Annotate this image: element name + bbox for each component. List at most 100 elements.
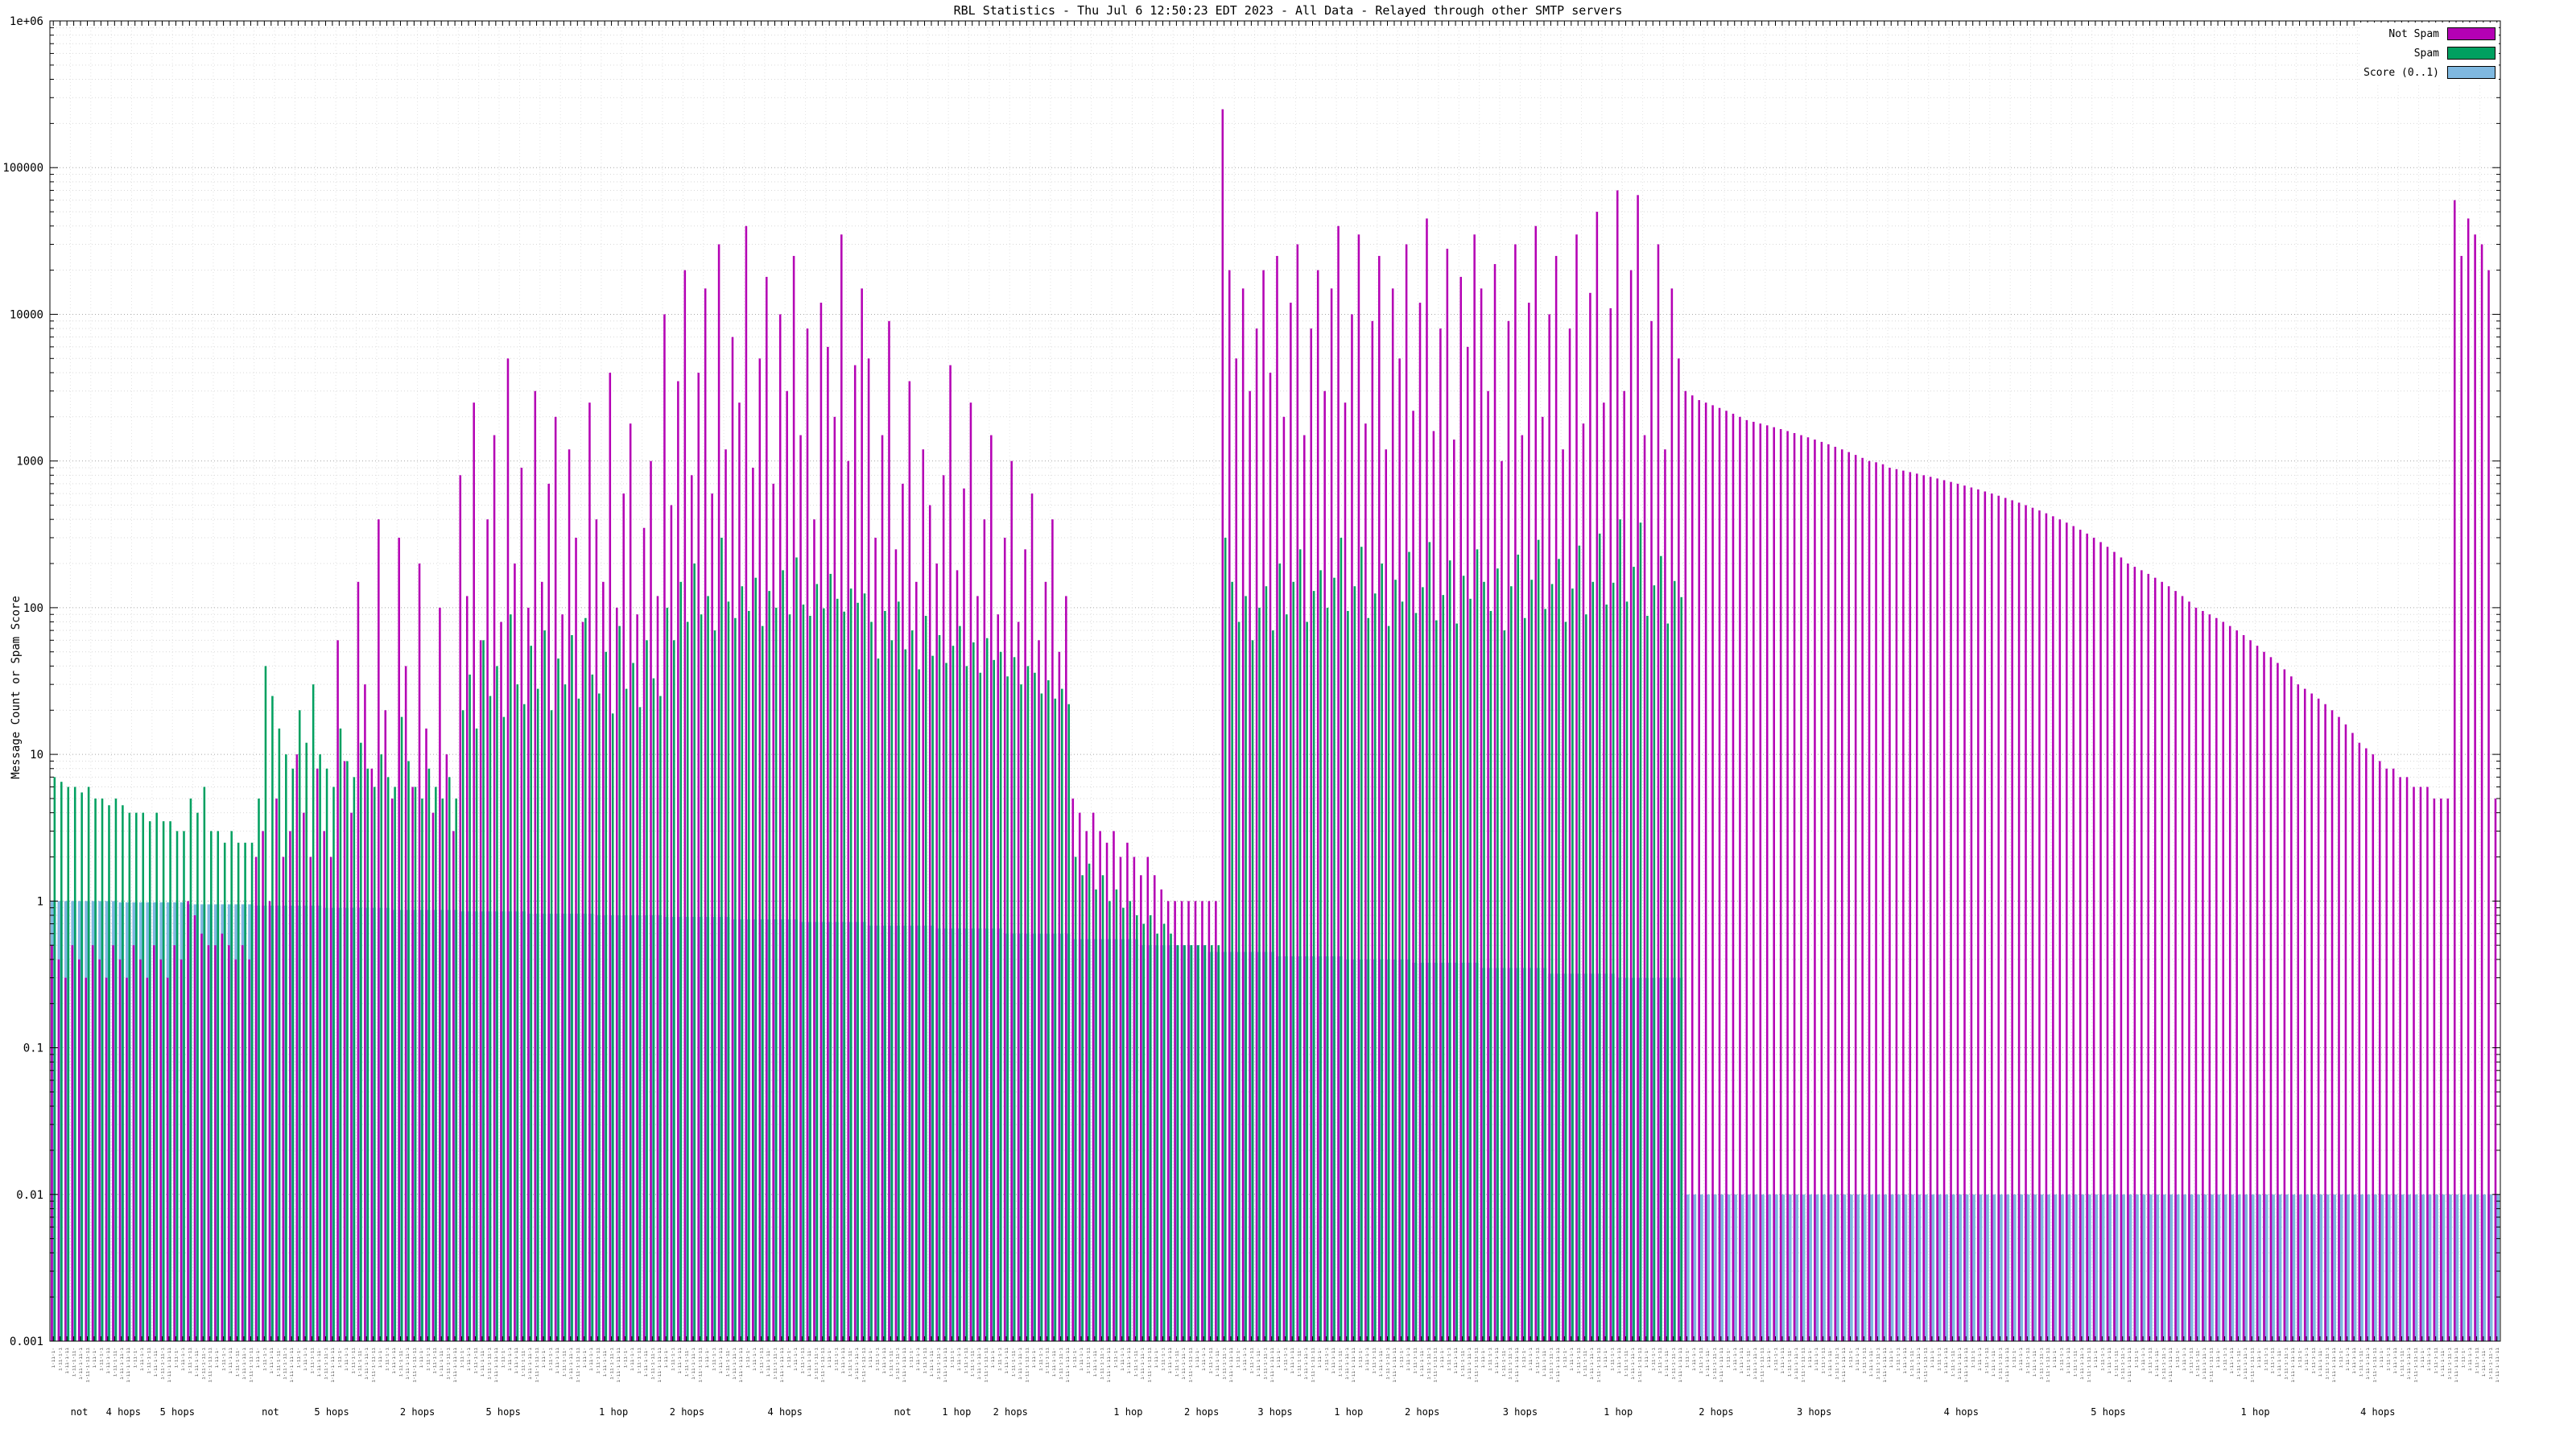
- svg-text:ı·ıı·ı·ı: ı·ıı·ı·ı: [1283, 1348, 1289, 1371]
- svg-text:ı·ıı·ı·ıı·: ı·ıı·ı·ıı·: [1991, 1348, 1996, 1377]
- svg-text:ı·ıı·ı·: ı·ıı·ı·: [990, 1348, 996, 1368]
- svg-text:ı·ıı·ı·ıı: ı·ıı·ı·ıı: [391, 1348, 397, 1374]
- svg-text:ı·ıı·ı·: ı·ıı·ı·: [2093, 1348, 2099, 1368]
- svg-text:ı·ıı·ı·ıı·ı: ı·ıı·ı·ıı·ı: [78, 1348, 84, 1380]
- svg-text:ı·ıı·ı·ıı·ıı: ı·ıı·ı·ıı·ıı: [493, 1348, 499, 1383]
- svg-text:ı·ıı·ı·: ı·ıı·ı·: [133, 1348, 138, 1368]
- svg-text:ı·ıı·ı·ı: ı·ıı·ı·ı: [1855, 1348, 1860, 1371]
- svg-text:ı·ıı·ı·ıı·ı: ı·ıı·ı·ıı·ı: [1835, 1348, 1840, 1380]
- svg-text:ı·ıı·ı·ıı·: ı·ıı·ı·ıı·: [1705, 1348, 1711, 1377]
- svg-text:ı·ıı·ı·ıı·ıı: ı·ıı·ı·ıı·ıı: [984, 1348, 989, 1383]
- svg-text:ı·ıı·ı·ı: ı·ıı·ı·ı: [2223, 1348, 2228, 1371]
- svg-text:ı·ıı·ı·ı: ı·ıı·ı·ı: [180, 1348, 186, 1371]
- svg-text:ı·ıı·ı·: ı·ıı·ı·: [827, 1348, 832, 1368]
- svg-text:ı·ıı·ı·ı: ı·ıı·ı·ı: [1732, 1348, 1738, 1371]
- svg-text:ı·ıı·ı·ıı: ı·ıı·ı·ıı: [1984, 1348, 1990, 1374]
- x-sublabel: 3 hops: [1797, 1406, 1831, 1418]
- x-sublabel: 5 hops: [2091, 1406, 2125, 1418]
- svg-text:ı·ıı·ı·ıı·: ı·ıı·ı·ıı·: [766, 1348, 771, 1377]
- svg-text:ı·ıı·ı·ıı·ı: ı·ıı·ı·ıı·ı: [1303, 1348, 1309, 1380]
- svg-text:ı·ıı·ı·ıı: ı·ıı·ı·ıı: [2392, 1348, 2398, 1374]
- svg-text:ı·ıı·ı·ı: ı·ıı·ı·ı: [1160, 1348, 1166, 1371]
- svg-text:ı·ıı·ı·ıı·ıı: ı·ıı·ı·ıı·ıı: [85, 1348, 91, 1383]
- svg-text:ı·ıı·ı·ıı·ıı: ı·ıı·ı·ıı·ıı: [289, 1348, 295, 1383]
- x-sublabel: 2 hops: [1405, 1406, 1439, 1418]
- svg-text:ı·ıı·ı·ıı·: ı·ıı·ı·ıı·: [194, 1348, 200, 1377]
- svg-text:ı·ıı·ı·ıı·ı: ı·ıı·ı·ıı·ı: [2243, 1348, 2248, 1380]
- svg-text:ı·ıı·ı·ıı·ıı: ı·ıı·ı·ıı·ıı: [2413, 1348, 2418, 1383]
- svg-text:ı·ıı·ı·: ı·ıı·ı·: [1358, 1348, 1364, 1368]
- svg-text:ı·ıı·ı·: ı·ıı·ı·: [663, 1348, 669, 1368]
- svg-text:ı·ıı·ı·ıı·ı: ı·ıı·ı·ıı·ı: [2406, 1348, 2412, 1380]
- svg-text:ı·ıı·ı·: ı·ıı·ı·: [1317, 1348, 1323, 1368]
- svg-text:ı·ıı·ı·ıı·ıı: ı·ıı·ı·ıı·ıı: [1719, 1348, 1724, 1383]
- svg-text:ı·ıı·ı·ıı·: ı·ıı·ı·ıı·: [2318, 1348, 2323, 1377]
- svg-text:ı·ıı·ı·ıı·ıı: ı·ıı·ı·ıı·ıı: [575, 1348, 580, 1383]
- svg-text:ı·ıı·ı·ı: ı·ıı·ı·ı: [2140, 1348, 2146, 1371]
- svg-text:ı·ıı·ı·ıı·: ı·ıı·ı·ıı·: [561, 1348, 567, 1377]
- svg-text:ı·ıı·ı·ıı·ıı: ı·ıı·ı·ıı·ıı: [1106, 1348, 1112, 1383]
- svg-text:ı·ıı·ı·ı: ı·ıı·ı·ı: [344, 1348, 349, 1371]
- x-sublabel: 2 hops: [993, 1406, 1028, 1418]
- x-sublabel: 5 hops: [485, 1406, 520, 1418]
- svg-text:ı·ıı·ı·: ı·ıı·ı·: [786, 1348, 791, 1368]
- svg-text:ı·ıı·ı·: ı·ıı·ı·: [2338, 1348, 2343, 1368]
- svg-text:ı·ıı·ı·ıı·ıı: ı·ıı·ı·ıı·ıı: [2127, 1348, 2132, 1383]
- svg-text:ı·ıı·ı·ıı·ı: ı·ıı·ı·ıı·ı: [1385, 1348, 1391, 1380]
- svg-text:ı·ıı·ı·ı: ı·ıı·ı·ı: [2345, 1348, 2351, 1371]
- svg-text:ı·ıı·ı·ıı: ı·ıı·ı·ıı: [881, 1348, 887, 1374]
- svg-text:ı·ıı·ı·ıı·ıı: ı·ıı·ı·ıı·ıı: [1555, 1348, 1561, 1383]
- svg-text:ı·ıı·ı·ıı·: ı·ıı·ı·ıı·: [398, 1348, 403, 1377]
- svg-text:ı·ıı·ı·ıı·ıı: ı·ıı·ı·ıı·ıı: [2331, 1348, 2337, 1383]
- svg-text:ı·ıı·ı·ıı·ıı: ı·ıı·ı·ıı·ıı: [1841, 1348, 1847, 1383]
- svg-text:ı·ıı·ı·ıı·ıı: ı·ıı·ı·ıı·ıı: [2495, 1348, 2500, 1383]
- legend-label-score: Score (0..1): [2363, 66, 2439, 79]
- svg-text:ı·ıı·ı·ıı·: ı·ıı·ı·ıı·: [1337, 1348, 1343, 1377]
- svg-text:ı·ıı·ı·: ı·ıı·ı·: [460, 1348, 465, 1368]
- svg-text:ı·ıı·ı·ıı·: ı·ıı·ı·ıı·: [2235, 1348, 2241, 1377]
- svg-text:ı·ıı·ı·: ı·ıı·ı·: [1685, 1348, 1690, 1368]
- svg-text:ı·ıı·ı·: ı·ıı·ı·: [2256, 1348, 2262, 1368]
- svg-text:100: 100: [23, 602, 43, 615]
- svg-text:ı·ıı·ı·: ı·ıı·ı·: [541, 1348, 547, 1368]
- svg-text:10000: 10000: [10, 308, 43, 321]
- svg-text:ı·ıı·ı·ıı·: ı·ıı·ı·ıı·: [1786, 1348, 1792, 1377]
- svg-text:ı·ıı·ı·ıı·ı: ı·ıı·ı·ıı·ı: [650, 1348, 655, 1380]
- svg-text:ı·ıı·ı·ıı·ıı: ı·ıı·ı·ıı·ıı: [1963, 1348, 1969, 1383]
- svg-text:ı·ıı·ı·ıı: ı·ıı·ı·ıı: [2025, 1348, 2030, 1374]
- svg-text:ı·ıı·ı·ıı·ı: ı·ıı·ı·ıı·ı: [1916, 1348, 1922, 1380]
- svg-text:ı·ıı·ı·: ı·ıı·ı·: [1521, 1348, 1527, 1368]
- svg-text:ı·ıı·ı·ıı·: ı·ıı·ı·ıı·: [724, 1348, 730, 1377]
- svg-text:ı·ıı·ı·ıı·: ı·ıı·ı·ıı·: [602, 1348, 608, 1377]
- svg-text:ı·ıı·ı·ıı·: ı·ıı·ı·ıı·: [1256, 1348, 1261, 1377]
- svg-text:ı·ıı·ı·ı: ı·ıı·ı·ı: [262, 1348, 267, 1371]
- svg-text:ı·ıı·ı·ıı·ıı: ı·ıı·ı·ıı·ıı: [616, 1348, 621, 1383]
- svg-text:ı·ıı·ı·ıı·ıı: ı·ıı·ı·ıı·ıı: [126, 1348, 131, 1383]
- svg-text:ı·ıı·ı·ıı·ıı: ı·ıı·ı·ıı·ıı: [1187, 1348, 1193, 1383]
- svg-text:ı·ıı·ı·: ı·ıı·ı·: [2460, 1348, 2466, 1368]
- svg-text:ı·ıı·ı·ıı·ıı: ı·ıı·ı·ıı·ıı: [2046, 1348, 2051, 1383]
- svg-text:ı·ıı·ı·ıı·ı: ı·ıı·ı·ıı·ı: [1344, 1348, 1350, 1380]
- svg-text:ı·ıı·ı·ı: ı·ıı·ı·ı: [1079, 1348, 1084, 1371]
- svg-text:ı·ıı·ı·ıı·: ı·ıı·ı·ıı·: [1010, 1348, 1016, 1377]
- svg-text:ı·ıı·ı·ıı: ı·ıı·ı·ıı: [1902, 1348, 1908, 1374]
- svg-text:ı·ıı·ı·ı: ı·ıı·ı·ı: [2263, 1348, 2268, 1371]
- svg-text:ı·ıı·ı·ıı·ı: ı·ıı·ı·ıı·ı: [2447, 1348, 2453, 1380]
- svg-text:ı·ıı·ı·ı: ı·ıı·ı·ı: [1201, 1348, 1207, 1371]
- svg-text:ı·ıı·ı·ıı·: ı·ıı·ı·ıı·: [2277, 1348, 2282, 1377]
- svg-text:ı·ıı·ı·ıı·ı: ı·ıı·ı·ıı·ı: [283, 1348, 288, 1380]
- x-sublabel: 2 hops: [1184, 1406, 1219, 1418]
- svg-text:ı·ıı·ı·ı: ı·ıı·ı·ı: [2059, 1348, 2065, 1371]
- svg-text:ı·ıı·ı·ıı: ı·ıı·ı·ıı: [1249, 1348, 1254, 1374]
- svg-text:ı·ıı·ı·ı: ı·ıı·ı·ı: [1364, 1348, 1370, 1371]
- svg-text:ı·ıı·ı·ıı·ıı: ı·ıı·ı·ıı·ıı: [330, 1348, 336, 1383]
- x-sublabel: 1 hop: [1113, 1406, 1142, 1418]
- svg-text:ı·ıı·ı·: ı·ıı·ı·: [2011, 1348, 2017, 1368]
- svg-text:ı·ıı·ı·ı: ı·ıı·ı·ı: [1773, 1348, 1778, 1371]
- svg-text:ı·ıı·ı·: ı·ıı·ı·: [336, 1348, 342, 1368]
- legend-swatch-spam: [2447, 47, 2496, 60]
- svg-text:ı·ıı·ı·ı: ı·ıı·ı·ı: [671, 1348, 676, 1371]
- svg-text:ı·ıı·ı·ıı·ı: ı·ıı·ı·ıı·ı: [527, 1348, 533, 1380]
- svg-text:ı·ıı·ı·ıı·ıı: ı·ıı·ı·ıı·ıı: [1760, 1348, 1765, 1383]
- svg-text:ı·ıı·ı·ıı: ı·ıı·ı·ıı: [514, 1348, 519, 1374]
